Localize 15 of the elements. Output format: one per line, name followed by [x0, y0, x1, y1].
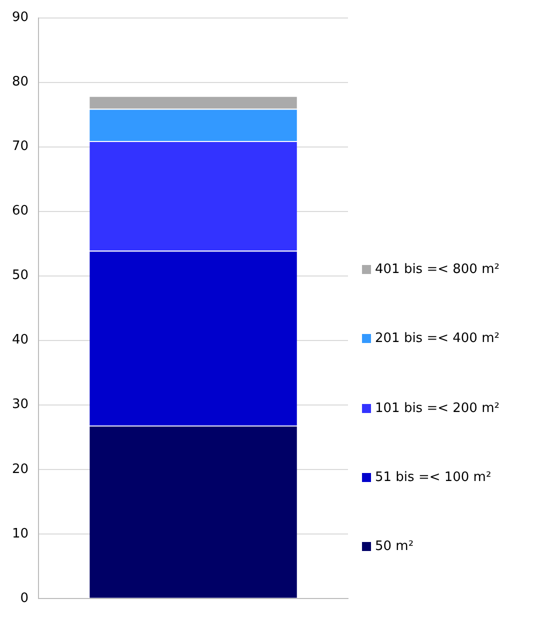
y-tick-label: 60 — [12, 204, 29, 219]
y-tick-label: 40 — [12, 332, 29, 348]
y-tick-label: 20 — [12, 462, 29, 477]
legend-label: 101 bis =< 200 m² — [375, 400, 500, 416]
legend-label: 51 bis =< 100 m² — [375, 470, 492, 485]
legend-label: 201 bis =< 400 m² — [375, 331, 500, 346]
y-tick-label: 0 — [20, 590, 29, 606]
y-tick-label: 90 — [12, 10, 29, 26]
legend-label: 50 m² — [375, 539, 414, 554]
y-tick-label: 50 — [12, 268, 29, 284]
legend-label: 401 bis =< 800 m² — [375, 262, 500, 277]
y-tick-label: 10 — [12, 526, 29, 542]
y-tick-label: 30 — [12, 397, 29, 412]
y-tick-label: 80 — [12, 74, 29, 90]
y-tick-label: 70 — [12, 139, 29, 154]
